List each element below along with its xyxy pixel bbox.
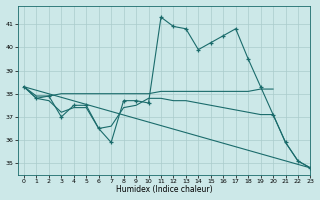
X-axis label: Humidex (Indice chaleur): Humidex (Indice chaleur): [116, 185, 212, 194]
